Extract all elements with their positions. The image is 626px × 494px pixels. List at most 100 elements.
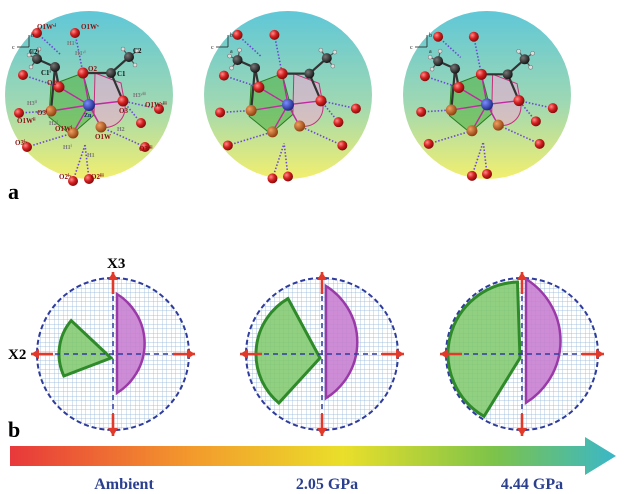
oxygen-atom [492, 119, 504, 131]
carbon-atom [124, 52, 134, 62]
hydrogen-bond [84, 144, 90, 180]
structure-sphere-3: b c a [403, 11, 571, 181]
oxygen-atom [117, 95, 129, 107]
carbon-atom [106, 68, 116, 78]
arrow-right-head [187, 349, 195, 359]
label-h1-v: H1ᵛ [67, 41, 77, 47]
hydrogen-bond [223, 74, 260, 88]
outer-oxygen-atom [32, 28, 42, 38]
hydrogen-atom [427, 54, 433, 60]
hydrogen-atom [229, 65, 234, 71]
oxygen-atom [53, 81, 65, 93]
label-zn: Zn [84, 113, 92, 119]
carbon-atom [433, 56, 444, 67]
outer-oxygen-atom [22, 142, 32, 152]
strain-circle-2 [240, 272, 404, 436]
panel-b-strain-ellipsoids [31, 272, 604, 436]
green-wedge [254, 296, 322, 406]
carboxyl-bond [250, 67, 257, 111]
arrow-up-head [317, 272, 327, 280]
arrow-down-head [517, 428, 527, 436]
pink-wedge [524, 276, 562, 406]
hydrogen-atom [36, 46, 42, 52]
outer-oxygen-atom [154, 104, 164, 114]
hydrogen-atom [318, 47, 324, 53]
oxygen-atom [475, 68, 487, 80]
outer-oxygen-atom [215, 107, 226, 118]
arrow-down-head [108, 428, 118, 436]
arrow-right-head [596, 349, 604, 359]
hydrogen-bond [497, 124, 540, 145]
arrow-left-head [440, 349, 448, 359]
outer-oxygen-atom [350, 103, 361, 114]
hydrogen-atom [134, 48, 140, 54]
panel-b-label: b [8, 417, 20, 442]
outer-oxygen-atom [482, 168, 492, 179]
oxygen-atom [445, 104, 457, 116]
pressure-label-ambient: Ambient [94, 476, 154, 493]
hydrogen-atom [227, 53, 232, 59]
axis-b-glyph: b [31, 33, 34, 39]
arrow-left-head [240, 349, 248, 359]
oxygen-atom [95, 121, 107, 133]
hydrogen-atom [528, 65, 533, 70]
carbon-atom [32, 54, 42, 64]
zn-o-bond [451, 103, 488, 111]
oxygen-atom [315, 95, 327, 107]
label-h1i: H1ⁱ [63, 142, 72, 151]
outer-oxygen-atom [283, 171, 293, 182]
axis-b-glyph: b [230, 33, 233, 39]
label-o3-iv: O3ⁱᵛ [15, 138, 28, 147]
hydrogen-atom [516, 49, 521, 54]
outer-oxygen-atom [534, 138, 545, 149]
hydrogen-atom [437, 48, 443, 54]
pink-wedge [324, 283, 359, 401]
outer-oxygen-atom [232, 29, 243, 40]
outer-oxygen-atom [140, 142, 150, 152]
arrow-up-head [517, 272, 527, 280]
green-wedge [57, 318, 114, 378]
outer-oxygen-atom [267, 173, 278, 184]
pressure-label-4-44: 4.44 GPa [501, 476, 563, 493]
outer-oxygen-atom [84, 174, 94, 184]
hydrogen-bond [424, 75, 460, 89]
outer-oxygen-atom [419, 71, 430, 82]
hydrogen-bond [122, 100, 160, 110]
label-o1w-viii: O1Wᵛⁱⁱⁱ [145, 100, 167, 109]
label-o1w-i: O1Wⁱ [55, 124, 72, 133]
label-o1w-v: O1Wᵛ [81, 23, 100, 31]
zn-o-bond [251, 104, 289, 112]
label-c1p: C1ⁱ [41, 68, 51, 77]
outer-oxygen-atom [333, 117, 344, 128]
label-c2p: C2ⁱ [29, 47, 39, 56]
hydrogen-bond [283, 143, 289, 177]
hydrogen-atom [26, 52, 32, 58]
axis-c-glyph: c [12, 45, 15, 51]
hydrogen-bond [320, 100, 357, 110]
label-o2-iv: O2ⁱᵛ [59, 172, 72, 181]
label-h2: H2 [117, 127, 125, 133]
pressure-arrow [10, 437, 616, 475]
arrow-down-head [317, 428, 327, 436]
outer-oxygen-atom [14, 108, 24, 118]
carboxyl-bond [49, 66, 57, 112]
zinc-atom [83, 99, 95, 111]
carbon-atom [450, 63, 461, 74]
hydrogen-atom [132, 62, 138, 68]
oxygen-atom [513, 95, 525, 107]
outer-oxygen-atom [269, 29, 280, 40]
hydrogen-bond [518, 99, 553, 109]
label-o1w-ii: O1Wⁱⁱ [17, 116, 35, 125]
axis-c-glyph: c [211, 45, 214, 51]
hydrogen-atom [237, 47, 242, 53]
label-h1-vi: H1ᵛⁱ [75, 48, 86, 57]
outer-oxygen-atom [433, 31, 444, 42]
carboxyl-bond [450, 68, 457, 111]
label-o3: O3 [119, 107, 128, 115]
axis-a-glyph: a [230, 49, 233, 55]
outer-oxygen-atom [18, 70, 28, 80]
pink-wedge [115, 291, 146, 396]
hydrogen-atom [530, 51, 535, 56]
outer-oxygen-atom [466, 170, 477, 181]
carbon-atom [50, 62, 60, 72]
